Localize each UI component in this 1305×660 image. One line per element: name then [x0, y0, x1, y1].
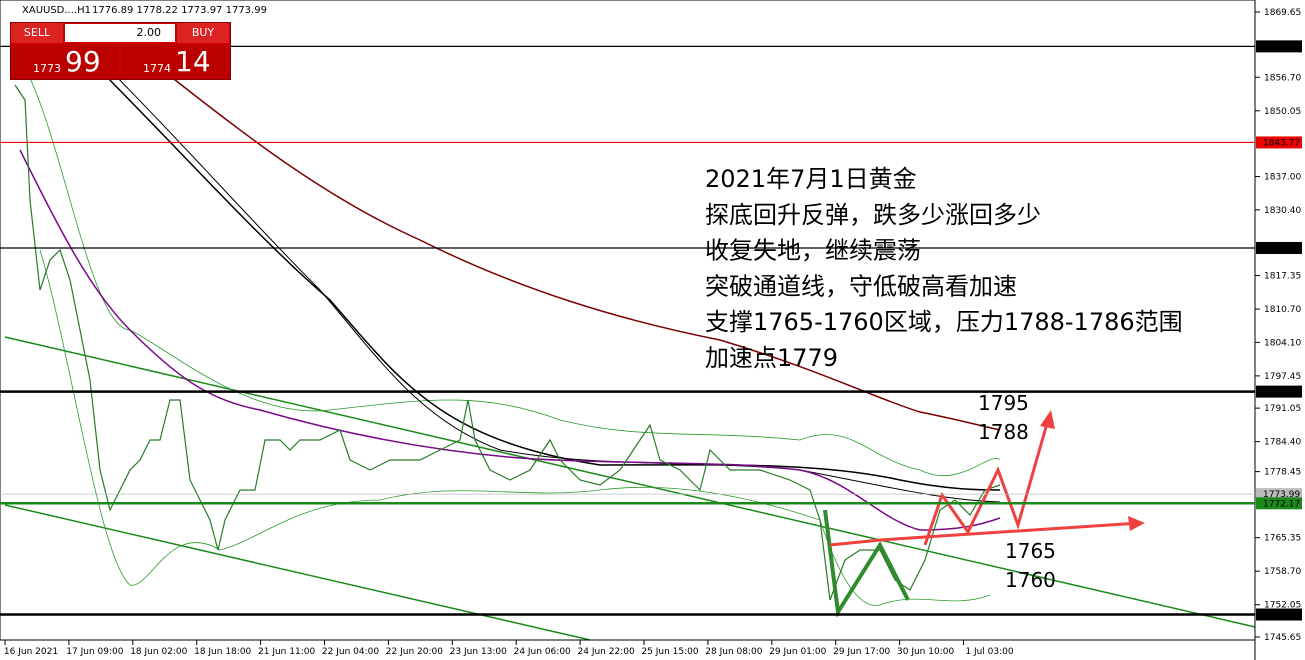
arrow-head [1128, 516, 1145, 531]
price-box [1256, 136, 1302, 149]
price-big: 14 [175, 45, 211, 78]
annotation: 收复失地，继续震荡 [705, 237, 921, 265]
price-box-label: 1773.99 [1263, 490, 1300, 500]
time-label: 23 Jun 13:00 [450, 647, 507, 657]
annotation: 2021年7月1日黄金 [705, 165, 917, 193]
time-label: 16 Jun 2021 [4, 647, 58, 657]
price-label: 1778.45 [1264, 468, 1301, 478]
price-box-label: 1772.17 [1263, 499, 1300, 509]
annotation: 加速点1779 [705, 344, 838, 372]
price-big: 99 [65, 45, 101, 78]
sell-price[interactable]: 1773 99 [11, 45, 119, 79]
buy-button[interactable]: BUY [177, 23, 229, 43]
price-label: 1817.35 [1264, 272, 1301, 282]
price-label: 1797.45 [1264, 372, 1301, 382]
time-label: 17 Jun 09:00 [66, 647, 123, 657]
price-small: 1773 [33, 62, 61, 75]
time-label: 29 Jun 01:00 [769, 647, 826, 657]
quote: 1776.89 1778.22 1773.97 1773.99 [92, 5, 267, 16]
annotation: 探底回升反弹，跌多少涨回多少 [705, 201, 1041, 229]
time-label: 18 Jun 18:00 [194, 647, 251, 657]
price-label: 1784.40 [1264, 438, 1301, 448]
buy-price[interactable]: 1774 14 [121, 45, 230, 79]
sell-button[interactable]: SELL [11, 23, 63, 43]
annotation: 突破通道线，守低破高看加速 [705, 272, 1017, 300]
price-label: 1837.00 [1264, 173, 1301, 183]
level-label: 1795 [978, 391, 1029, 415]
red-arrow [829, 521, 1141, 547]
price-box-label: 1862.83 [1263, 42, 1300, 52]
time-label: 30 Jun 10:00 [897, 647, 954, 657]
symbol: XAUUSD....H1 [22, 5, 91, 16]
channel-line [4, 336, 1256, 628]
ma-long [149, 59, 1001, 431]
price-box [1256, 241, 1302, 254]
time-label: 18 Jun 02:00 [130, 647, 187, 657]
price-box-label: 1794.33 [1263, 388, 1300, 398]
price-small: 1774 [143, 62, 171, 75]
ma-mid [89, 59, 1001, 491]
price-label: 1752.05 [1264, 601, 1301, 611]
price-box [1256, 608, 1302, 621]
time-label: 24 Jun 22:00 [578, 647, 635, 657]
ma-short [19, 149, 1001, 531]
price-box [1256, 40, 1302, 53]
band-upper [19, 59, 1001, 477]
price-box [1256, 385, 1302, 398]
time-label: 29 Jun 17:00 [833, 647, 890, 657]
arrow-head [1040, 410, 1055, 429]
annotation: 支撑1765-1760区域，压力1788-1786范围 [705, 308, 1183, 336]
price-box-label: 1822.83 [1263, 244, 1300, 254]
price-label: 1765.35 [1264, 534, 1301, 544]
price-label: 1791.05 [1264, 404, 1301, 414]
level-label: 1765 [1005, 539, 1056, 563]
price-label: 1830.40 [1264, 206, 1301, 216]
channel-line [4, 504, 591, 641]
level-label: 1788 [978, 420, 1029, 444]
trade-panel: SELL 2.00 BUY 1773 99 1774 14 [10, 22, 231, 80]
price-label: 1869.65 [1264, 8, 1301, 18]
price-label: 1758.70 [1264, 567, 1301, 577]
price-box-label: 1750.10 [1263, 611, 1300, 621]
price-label: 1810.70 [1264, 305, 1301, 315]
price-box [1256, 497, 1302, 510]
price-path [14, 84, 1001, 601]
price-label: 1745.65 [1264, 633, 1301, 643]
time-label: 24 Jun 06:00 [514, 647, 571, 657]
time-label: 22 Jun 04:00 [322, 647, 379, 657]
price-label: 1804.10 [1264, 338, 1301, 348]
time-label: 22 Jun 20:00 [386, 647, 443, 657]
price-box [1256, 488, 1302, 501]
time-label: 1 Jul 03:00 [965, 647, 1014, 657]
lots-input[interactable]: 2.00 [65, 24, 175, 42]
time-label: 21 Jun 11:00 [258, 647, 315, 657]
time-label: 25 Jun 15:00 [641, 647, 698, 657]
price-label: 1856.70 [1264, 73, 1301, 83]
price-label: 1850.05 [1264, 107, 1301, 117]
ma-mid2 [99, 59, 1001, 503]
band-lower [39, 249, 991, 606]
level-label: 1760 [1005, 568, 1056, 592]
time-label: 28 Jun 08:00 [705, 647, 762, 657]
green-arrow [823, 509, 910, 618]
price-box-label: 1843.77 [1263, 138, 1300, 148]
